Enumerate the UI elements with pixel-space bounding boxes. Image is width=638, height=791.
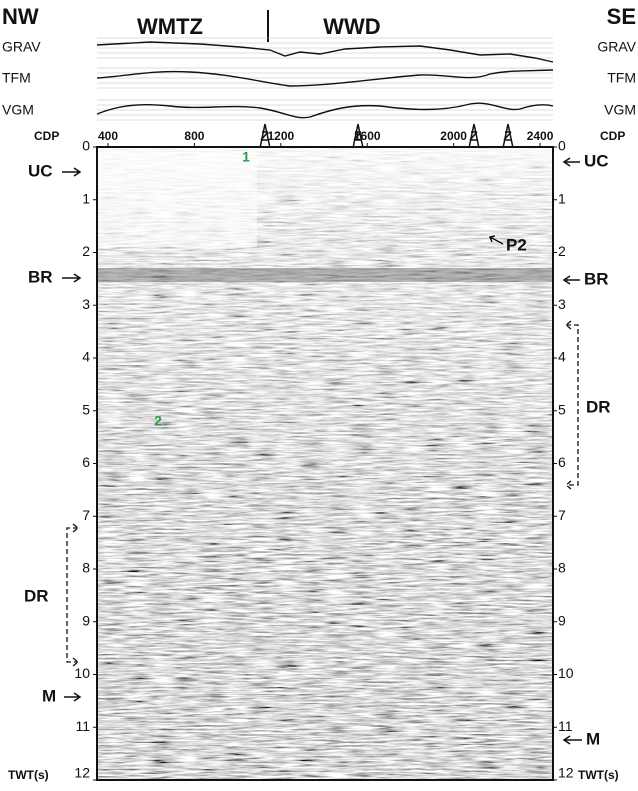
cdp-tick-label: 2400 <box>527 129 554 143</box>
annotation: DR <box>586 397 611 416</box>
twt-tick-label: 7 <box>558 507 566 523</box>
profile-label: TFM <box>607 70 636 86</box>
twt-tick-label: 1 <box>82 190 90 206</box>
bracket <box>564 320 579 490</box>
cdp-tick-label: 800 <box>184 129 204 143</box>
annotation: P2 <box>506 235 527 254</box>
annotation: M <box>42 686 56 705</box>
twt-tick-label: 11 <box>558 718 573 734</box>
twt-tick-label: 12 <box>558 765 574 781</box>
twt-axis-label: TWT(s) <box>8 768 49 782</box>
twt-tick-label: 8 <box>558 560 566 576</box>
arrow <box>62 167 82 177</box>
seismic-section <box>96 146 554 781</box>
twt-tick-label: 7 <box>82 507 90 523</box>
marker: 2 <box>154 413 162 429</box>
annotation: M <box>586 729 600 748</box>
zone-label: WMTZ <box>137 14 203 39</box>
twt-tick-label: 3 <box>558 296 566 312</box>
annotation: BR <box>584 269 609 288</box>
arrow <box>562 275 580 285</box>
arrow <box>562 735 582 745</box>
twt-tick-label: 0 <box>558 138 566 154</box>
twt-tick-label: 6 <box>558 454 566 470</box>
cdp-axis-label: CDP <box>34 129 59 143</box>
zone-label: WWD <box>323 14 380 39</box>
profile-label: VGM <box>2 102 34 118</box>
bracket <box>66 523 80 667</box>
profile-label: GRAV <box>597 39 636 55</box>
grav-profile <box>96 41 554 63</box>
profile-label: GRAV <box>2 39 41 55</box>
twt-tick-label: 4 <box>82 349 90 365</box>
profile-label: VGM <box>604 102 636 118</box>
twt-tick-label: 9 <box>82 612 90 628</box>
twt-tick-label: 5 <box>558 401 566 417</box>
cdp-axis-label: CDP <box>600 129 625 143</box>
twt-tick-label: 4 <box>558 349 566 365</box>
header-right: SE <box>607 4 636 29</box>
annotation: DR <box>24 586 49 605</box>
twt-tick-label: 5 <box>82 401 90 417</box>
twt-tick-label: 3 <box>82 296 90 312</box>
arrow <box>488 235 504 245</box>
header-left: NW <box>2 4 39 29</box>
twt-tick-label: 0 <box>82 138 90 154</box>
twt-tick-label: 2 <box>82 243 90 259</box>
twt-axis-label: TWT(s) <box>578 768 619 782</box>
marker: 1 <box>242 149 250 165</box>
vgm-profile <box>96 102 554 119</box>
arrow <box>562 157 580 167</box>
cdp-tick-label: 2000 <box>440 129 467 143</box>
annotation: UC <box>584 151 609 170</box>
twt-tick-label: 11 <box>75 718 90 734</box>
twt-tick-label: 9 <box>558 612 566 628</box>
twt-tick-label: 10 <box>558 665 574 681</box>
twt-tick-label: 2 <box>558 243 566 259</box>
arrow <box>64 692 82 702</box>
profile-label: TFM <box>2 70 31 86</box>
annotation: BR <box>28 267 53 286</box>
cdp-tick-label: 1200 <box>267 129 294 143</box>
annotation: UC <box>28 161 53 180</box>
profile-grid <box>97 37 553 121</box>
cdp-tick-label: 1600 <box>354 129 381 143</box>
twt-tick-label: 10 <box>74 665 90 681</box>
cdp-tick-label: 400 <box>98 129 118 143</box>
twt-tick-label: 12 <box>74 765 90 781</box>
twt-tick-label: 6 <box>82 454 90 470</box>
twt-tick-label: 8 <box>82 560 90 576</box>
twt-tick-label: 1 <box>558 190 566 206</box>
tfm-profile <box>96 69 554 87</box>
arrow <box>62 273 82 283</box>
well-icons <box>259 123 514 149</box>
